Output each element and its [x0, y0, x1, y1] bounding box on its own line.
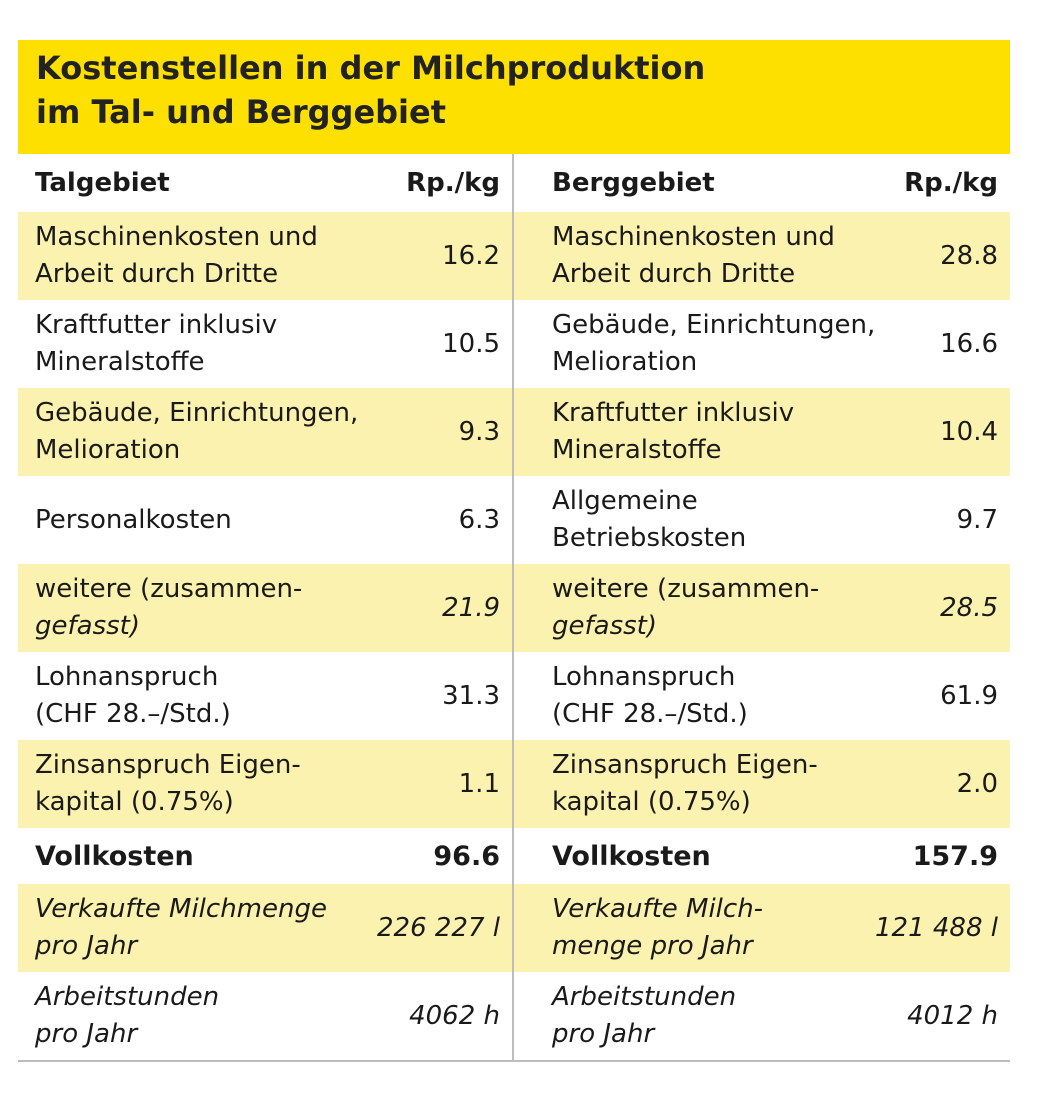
row-label: Gebäude, Einrichtungen, Melioration — [552, 310, 876, 377]
row-value: 1.1 — [458, 768, 500, 799]
table-row: Verkaufte Milchmenge pro Jahr 226 227 l — [18, 884, 512, 972]
row-value: 28.8 — [940, 240, 998, 271]
table-row: Kraftfutter inklusiv Mineralstoffe 10.4 — [514, 388, 1010, 476]
row-label: Allgemeine Betriebskosten — [552, 486, 747, 553]
table-row: Verkaufte Milch-menge pro Jahr 121 488 l — [514, 884, 1010, 972]
table-row: Zinsanspruch Eigen-kapital (0.75%) 2.0 — [514, 740, 1010, 828]
row-value: 2.0 — [956, 768, 998, 799]
row-label: Arbeitstunden pro Jahr — [552, 982, 737, 1049]
row-label: Verkaufte Milchmenge pro Jahr — [35, 894, 327, 961]
column-talgebiet: Talgebiet Rp./kg Maschinenkosten und Arbe… — [18, 154, 514, 1060]
row-value: 16.2 — [442, 240, 500, 271]
table-columns: Talgebiet Rp./kg Maschinenkosten und Arbe… — [18, 154, 1010, 1062]
title-line-1: Kostenstellen in der Milchproduktion — [36, 49, 706, 87]
table-row: Lohnanspruch (CHF 28.–/Std.) 61.9 — [514, 652, 1010, 740]
table-row: Arbeitstunden pro Jahr 4062 h — [18, 972, 512, 1060]
header-row: Talgebiet Rp./kg — [18, 154, 512, 212]
row-value: 9.3 — [458, 416, 500, 447]
table-row: Allgemeine Betriebskosten 9.7 — [514, 476, 1010, 564]
row-label: weitere (zusammen-gefasst) — [552, 574, 820, 641]
column-header: Berggebiet — [552, 167, 715, 198]
row-value: 10.5 — [442, 328, 500, 359]
row-value: 6.3 — [458, 504, 500, 535]
row-value: 61.9 — [940, 680, 998, 711]
row-label: Gebäude, Einrichtungen, Melioration — [35, 398, 359, 465]
row-label: Lohnanspruch (CHF 28.–/Std.) — [35, 662, 231, 729]
total-row: Vollkosten 157.9 — [514, 828, 1010, 884]
table-row: weitere (zusammen-gefasst) 21.9 — [18, 564, 512, 652]
row-value: 226 227 l — [376, 912, 500, 943]
total-label: Vollkosten — [552, 840, 711, 872]
row-label: Kraftfutter inklusiv Mineralstoffe — [552, 398, 795, 465]
row-label: Kraftfutter inklusiv Mineralstoffe — [35, 310, 278, 377]
row-value: 16.6 — [940, 328, 998, 359]
table-row: Personalkosten 6.3 — [18, 476, 512, 564]
row-label: Zinsanspruch Eigen-kapital (0.75%) — [552, 750, 818, 817]
column-berggebiet: Berggebiet Rp./kg Maschinenkosten und Arb… — [514, 154, 1010, 1060]
column-header: Talgebiet — [35, 167, 170, 198]
row-label: Verkaufte Milch-menge pro Jahr — [552, 894, 764, 961]
row-label: Lohnanspruch (CHF 28.–/Std.) — [552, 662, 748, 729]
row-label: Personalkosten — [35, 504, 232, 535]
row-label: Arbeitstunden pro Jahr — [35, 982, 220, 1049]
row-value: 4062 h — [409, 1000, 500, 1031]
table-row: Gebäude, Einrichtungen, Melioration 9.3 — [18, 388, 512, 476]
title-line-2: im Tal- und Berggebiet — [36, 93, 447, 131]
total-label: Vollkosten — [35, 840, 194, 872]
unit-header: Rp./kg — [904, 167, 998, 198]
total-value: 96.6 — [433, 840, 500, 872]
row-label: Zinsanspruch Eigen-kapital (0.75%) — [35, 750, 301, 817]
header-row: Berggebiet Rp./kg — [514, 154, 1010, 212]
table-row: Arbeitstunden pro Jahr 4012 h — [514, 972, 1010, 1060]
row-value: 21.9 — [442, 592, 500, 623]
total-value: 157.9 — [912, 840, 998, 872]
table-row: Maschinenkosten und Arbeit durch Dritte 2… — [514, 212, 1010, 300]
table-row: weitere (zusammen-gefasst) 28.5 — [514, 564, 1010, 652]
unit-header: Rp./kg — [406, 167, 500, 198]
cost-table: Kostenstellen in der Milchproduktion im … — [18, 40, 1010, 1062]
table-row: Gebäude, Einrichtungen, Melioration 16.6 — [514, 300, 1010, 388]
row-label: Maschinenkosten und Arbeit durch Dritte — [35, 222, 318, 289]
row-value: 31.3 — [442, 680, 500, 711]
total-row: Vollkosten 96.6 — [18, 828, 512, 884]
row-value: 4012 h — [907, 1000, 998, 1031]
row-label: Maschinenkosten und Arbeit durch Dritte — [552, 222, 835, 289]
table-row: Lohnanspruch (CHF 28.–/Std.) 31.3 — [18, 652, 512, 740]
row-value: 121 488 l — [874, 912, 998, 943]
row-value: 10.4 — [940, 416, 998, 447]
table-row: Maschinenkosten und Arbeit durch Dritte 1… — [18, 212, 512, 300]
row-value: 28.5 — [940, 592, 998, 623]
table-row: Kraftfutter inklusiv Mineralstoffe 10.5 — [18, 300, 512, 388]
table-row: Zinsanspruch Eigen-kapital (0.75%) 1.1 — [18, 740, 512, 828]
row-value: 9.7 — [956, 504, 998, 535]
table-title: Kostenstellen in der Milchproduktion im … — [18, 40, 1010, 154]
row-label: weitere (zusammen-gefasst) — [35, 574, 303, 641]
